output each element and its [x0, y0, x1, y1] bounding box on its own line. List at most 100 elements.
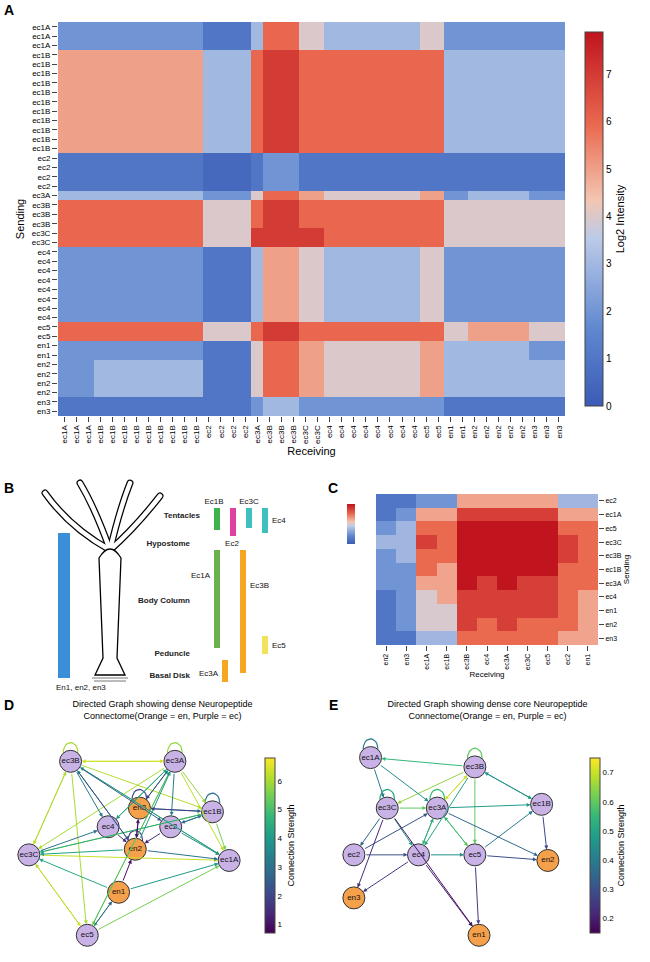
svg-text:en1: en1 [112, 887, 126, 896]
svg-text:En1, en2, en3: En1, en2, en3 [56, 683, 106, 692]
svg-text:en3: en3 [605, 635, 617, 642]
svg-text:ec1B: ec1B [32, 60, 50, 69]
svg-text:en3: en3 [403, 654, 410, 666]
svg-text:ec3B: ec3B [32, 210, 50, 219]
svg-text:Receiving: Receiving [469, 670, 504, 679]
svg-text:ec2: ec2 [217, 425, 226, 438]
svg-text:ec1B: ec1B [32, 107, 50, 116]
svg-text:Log2 Intensity: Log2 Intensity [614, 184, 626, 253]
svg-text:Peduncle: Peduncle [154, 649, 190, 658]
svg-text:ec1B: ec1B [144, 425, 153, 443]
svg-text:ec1A: ec1A [84, 425, 93, 444]
svg-text:ec2: ec2 [564, 654, 571, 665]
svg-text:ec5: ec5 [37, 323, 50, 332]
svg-text:ec3A: ec3A [32, 191, 51, 200]
svg-text:ec1A: ec1A [361, 753, 380, 762]
svg-text:Ec5: Ec5 [272, 641, 286, 650]
svg-text:ec3B: ec3B [466, 762, 484, 771]
svg-text:ec3A: ec3A [253, 425, 262, 444]
svg-text:ec3B: ec3B [289, 425, 298, 443]
svg-text:ec1B: ec1B [156, 425, 165, 443]
svg-text:Ec4: Ec4 [272, 516, 286, 525]
svg-text:ec1B: ec1B [32, 51, 50, 60]
svg-text:ec1B: ec1B [96, 425, 105, 443]
svg-text:en2: en2 [470, 425, 479, 439]
svg-text:ec2: ec2 [229, 425, 238, 438]
svg-text:Hypostome: Hypostome [146, 539, 190, 548]
svg-text:ec4: ec4 [37, 304, 50, 313]
svg-text:Directed Graph showing dense c: Directed Graph showing dense core Neurop… [387, 699, 587, 721]
svg-text:ec3C: ec3C [378, 803, 397, 812]
svg-text:ec3B: ec3B [277, 425, 286, 443]
svg-text:4: 4 [278, 834, 283, 843]
svg-text:ec4: ec4 [37, 295, 50, 304]
svg-text:en3: en3 [37, 407, 51, 416]
svg-text:1: 1 [278, 920, 283, 929]
svg-text:0.6: 0.6 [603, 798, 615, 807]
svg-text:Directed Graph showing dense N: Directed Graph showing dense Neuropeptid… [72, 699, 252, 721]
svg-text:Ec3B: Ec3B [250, 581, 269, 590]
svg-text:en2: en2 [129, 844, 143, 853]
svg-text:ec4: ec4 [373, 425, 382, 438]
svg-text:ec3B: ec3B [605, 552, 621, 559]
svg-text:en1: en1 [472, 930, 486, 939]
svg-text:en3: en3 [37, 398, 51, 407]
svg-text:en2: en2 [382, 654, 389, 666]
svg-text:ec4: ec4 [605, 593, 616, 600]
svg-text:0.4: 0.4 [603, 856, 615, 865]
svg-text:6: 6 [606, 116, 612, 127]
svg-text:ec1A: ec1A [423, 653, 430, 669]
svg-text:ec2: ec2 [204, 425, 213, 438]
svg-text:ec4: ec4 [483, 654, 490, 665]
svg-text:ec3B: ec3B [463, 653, 470, 669]
svg-text:ec5: ec5 [605, 525, 616, 532]
svg-text:3: 3 [278, 863, 283, 872]
svg-text:2: 2 [278, 892, 283, 901]
svg-text:ec3B: ec3B [61, 756, 79, 765]
svg-text:3: 3 [606, 258, 612, 269]
svg-text:en3: en3 [530, 425, 539, 439]
svg-text:ec4: ec4 [410, 425, 419, 438]
svg-text:ec3C: ec3C [32, 238, 51, 247]
svg-text:ec4: ec4 [337, 425, 346, 438]
svg-text:ec4: ec4 [37, 266, 50, 275]
svg-text:ec5: ec5 [422, 425, 431, 438]
svg-text:ec4: ec4 [37, 285, 50, 294]
svg-text:ec1B: ec1B [32, 69, 50, 78]
svg-text:ec2: ec2 [241, 425, 250, 438]
svg-text:ec1B: ec1B [533, 799, 551, 808]
svg-text:ec1B: ec1B [192, 425, 201, 443]
svg-text:ec5: ec5 [468, 850, 481, 859]
svg-text:1: 1 [606, 353, 612, 364]
svg-text:ec4: ec4 [361, 425, 370, 438]
svg-text:en2: en2 [541, 855, 555, 864]
svg-text:Ec2: Ec2 [225, 539, 239, 548]
svg-text:en1: en1 [446, 425, 455, 439]
svg-text:ec1B: ec1B [443, 653, 450, 669]
svg-text:Receiving: Receiving [287, 445, 335, 457]
svg-text:ec1B: ec1B [108, 425, 117, 443]
svg-text:ec1B: ec1B [32, 135, 50, 144]
svg-text:ec3C: ec3C [32, 229, 51, 238]
svg-text:ec1B: ec1B [32, 88, 50, 97]
svg-text:ec4: ec4 [398, 425, 407, 438]
svg-text:ec2: ec2 [37, 173, 50, 182]
svg-text:ec1B: ec1B [605, 566, 621, 573]
svg-text:ec1A: ec1A [60, 425, 69, 444]
svg-text:ec4: ec4 [37, 248, 50, 257]
svg-text:en2: en2 [37, 388, 51, 397]
svg-text:0: 0 [606, 401, 612, 412]
svg-text:2: 2 [606, 306, 612, 317]
svg-text:ec2: ec2 [605, 497, 616, 504]
svg-text:ec3B: ec3B [32, 201, 50, 210]
svg-text:Sending: Sending [622, 555, 631, 584]
svg-text:Body Column: Body Column [138, 596, 190, 605]
svg-text:en1: en1 [458, 425, 467, 439]
svg-text:Ec3C: Ec3C [239, 497, 259, 506]
svg-text:ec1B: ec1B [120, 425, 129, 443]
svg-text:5: 5 [606, 164, 612, 175]
svg-text:5: 5 [278, 805, 283, 814]
svg-text:ec3B: ec3B [265, 425, 274, 443]
svg-text:ec1B: ec1B [32, 144, 50, 153]
svg-text:Ec1B: Ec1B [204, 497, 223, 506]
